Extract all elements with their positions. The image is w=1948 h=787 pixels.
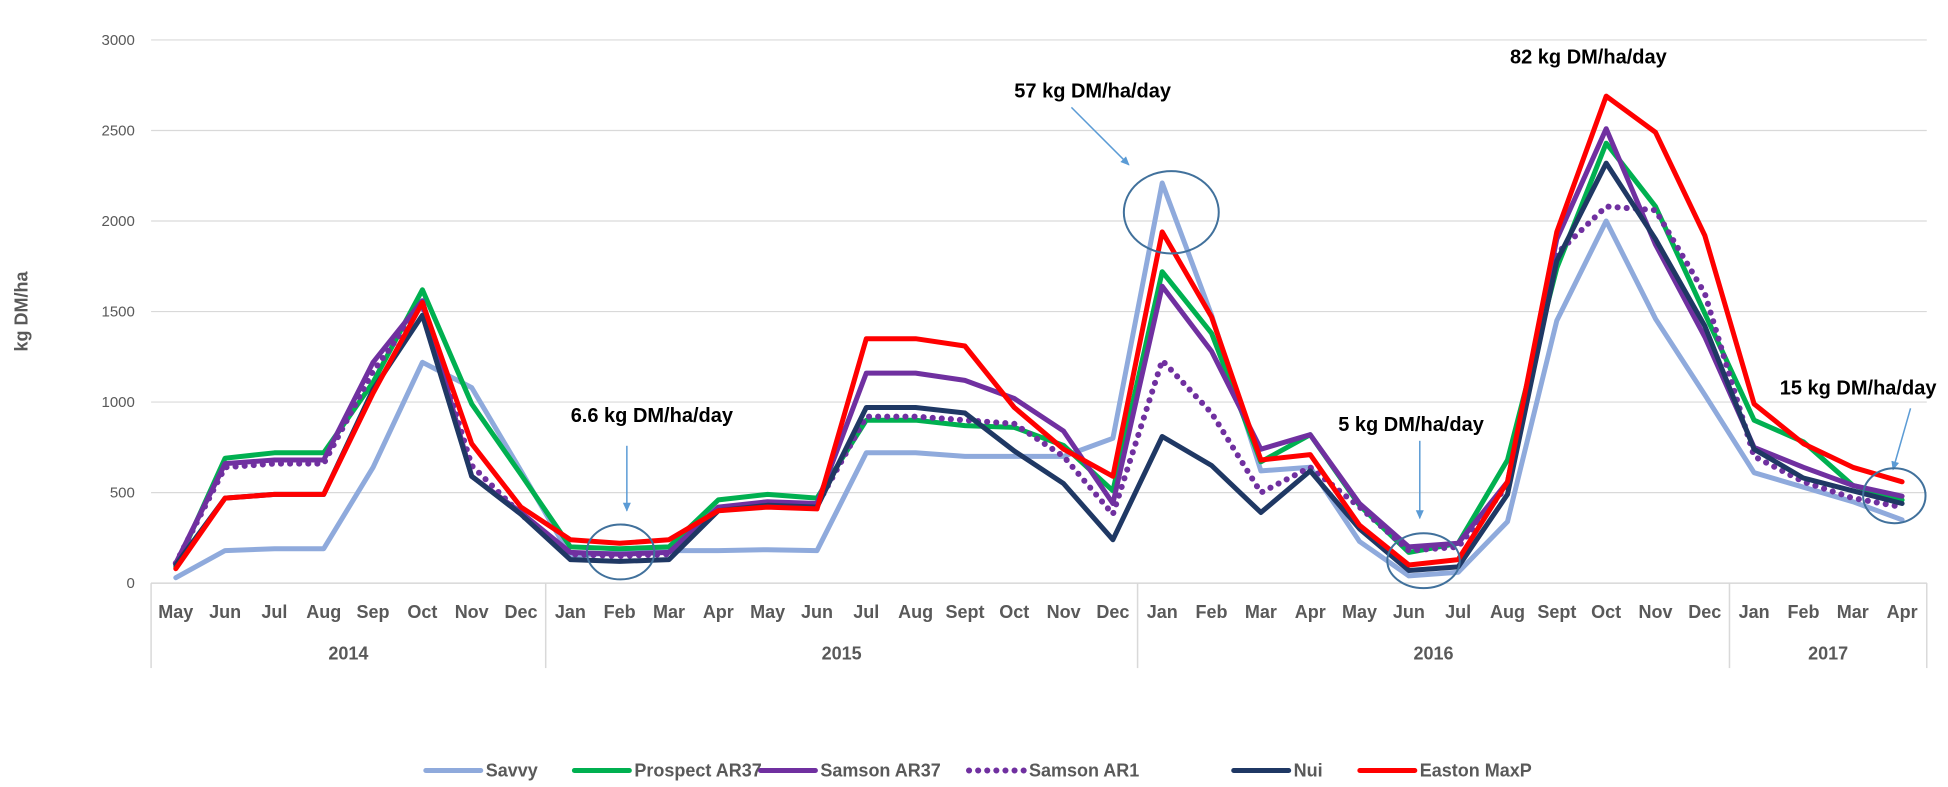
x-tick-label: May <box>158 602 193 622</box>
annotation-circle <box>585 523 656 581</box>
annotation: 82 kg DM/ha/day <box>1510 47 1668 69</box>
annotation: 57 kg DM/ha/day <box>1014 80 1220 255</box>
x-tick-label: Oct <box>1591 602 1621 622</box>
legend-label: Samson AR1 <box>1029 760 1139 780</box>
annotation-label: 57 kg DM/ha/day <box>1014 80 1172 102</box>
x-tick-label: Nov <box>1047 602 1081 622</box>
x-tick-label: Sept <box>945 602 984 622</box>
legend-item: Samson AR37 <box>757 760 941 780</box>
legend-item: Prospect AR37 <box>571 760 762 780</box>
x-tick-label: Nov <box>1638 602 1672 622</box>
legend: Savvy Prospect AR37 Samson AR37 Samson AR1 N… <box>423 760 1532 780</box>
x-tick-label: Jun <box>1393 602 1425 622</box>
annotation-label: 82 kg DM/ha/day <box>1510 47 1668 69</box>
x-tick-label: Feb <box>1787 602 1819 622</box>
annotation-label: 5 kg DM/ha/day <box>1338 414 1484 436</box>
series-line <box>172 203 1906 567</box>
x-tick-label: Feb <box>604 602 636 622</box>
annotations: 6.6 kg DM/ha/day 57 kg DM/ha/day 5 kg DM/h… <box>571 47 1938 590</box>
x-tick-label: Feb <box>1196 602 1228 622</box>
x-tick-label: Aug <box>1490 602 1525 622</box>
legend-label: Samson AR37 <box>820 760 940 780</box>
year-label: 2016 <box>1414 643 1454 663</box>
x-tick-label: Jun <box>209 602 241 622</box>
y-axis-title: kg DM/ha <box>11 271 31 352</box>
x-tick-label: Jan <box>1147 602 1178 622</box>
x-tick-label: Jan <box>555 602 586 622</box>
x-tick-label: Oct <box>999 602 1029 622</box>
annotation-arrow <box>1891 408 1912 471</box>
legend-label: Easton MaxP <box>1420 760 1532 780</box>
legend-label: Savvy <box>486 760 538 780</box>
x-tick-label: Mar <box>653 602 685 622</box>
annotation: 5 kg DM/ha/day <box>1338 414 1485 590</box>
x-tick-label: Sept <box>1537 602 1576 622</box>
x-tick-label: Aug <box>306 602 341 622</box>
series-samson-ar1 <box>172 203 1906 567</box>
x-tick-label: Nov <box>455 602 489 622</box>
series-easton-maxp <box>173 93 1905 572</box>
legend-label: Nui <box>1294 760 1323 780</box>
y-tick-label: 500 <box>110 485 135 502</box>
annotation-label: 6.6 kg DM/ha/day <box>571 405 734 427</box>
y-tick-label: 0 <box>127 575 135 592</box>
x-tick-label: Oct <box>407 602 437 622</box>
year-label: 2014 <box>328 643 368 663</box>
annotation-arrow <box>1070 106 1130 166</box>
x-tick-label: Apr <box>1295 602 1326 622</box>
year-label: 2017 <box>1808 643 1848 663</box>
series-nui <box>173 160 1905 573</box>
y-tick-label: 1500 <box>101 304 134 321</box>
x-tick-label: Apr <box>703 602 734 622</box>
legend-item: Easton MaxP <box>1357 760 1532 780</box>
legend-item: Samson AR1 <box>966 760 1139 780</box>
annotation: 15 kg DM/ha/day <box>1780 378 1938 525</box>
x-tick-label: Jun <box>801 602 833 622</box>
x-tick-label: Sep <box>357 602 390 622</box>
x-tick-label: Aug <box>898 602 933 622</box>
x-tick-label: Apr <box>1887 602 1918 622</box>
y-tick-label: 3000 <box>101 32 134 49</box>
series-line <box>173 93 1905 572</box>
x-tick-label: Dec <box>1096 602 1129 622</box>
x-tick-label: Dec <box>505 602 538 622</box>
y-tick-label: 2000 <box>101 213 134 230</box>
series-line <box>173 180 1905 581</box>
axes: 0 500 1000 1500 2000 2500 3000 kg DM/ha May Jun Ju… <box>11 32 1928 669</box>
x-tick-label: May <box>1342 602 1377 622</box>
x-tick-label: Jul <box>853 602 879 622</box>
x-tick-label: May <box>750 602 785 622</box>
x-tick-label: Jul <box>261 602 287 622</box>
series-lines <box>172 93 1906 581</box>
legend-label: Prospect AR37 <box>634 760 761 780</box>
annotation-circle <box>1122 170 1220 255</box>
series-savvy <box>173 180 1905 581</box>
series-line <box>173 160 1905 573</box>
legend-item: Nui <box>1231 760 1323 780</box>
annotation-circle <box>1862 467 1927 525</box>
x-tick-label: Mar <box>1837 602 1869 622</box>
legend-item: Savvy <box>423 760 538 780</box>
annotation: 6.6 kg DM/ha/day <box>571 405 734 581</box>
x-tick-label: Jan <box>1739 602 1770 622</box>
year-label: 2015 <box>822 643 862 663</box>
y-tick-label: 1000 <box>101 394 134 411</box>
x-tick-label: Jul <box>1445 602 1471 622</box>
x-tick-label: Dec <box>1688 602 1721 622</box>
annotation-circle <box>1386 532 1461 590</box>
y-tick-label: 2500 <box>101 122 134 139</box>
x-tick-label: Mar <box>1245 602 1277 622</box>
annotation-label: 15 kg DM/ha/day <box>1780 378 1938 400</box>
